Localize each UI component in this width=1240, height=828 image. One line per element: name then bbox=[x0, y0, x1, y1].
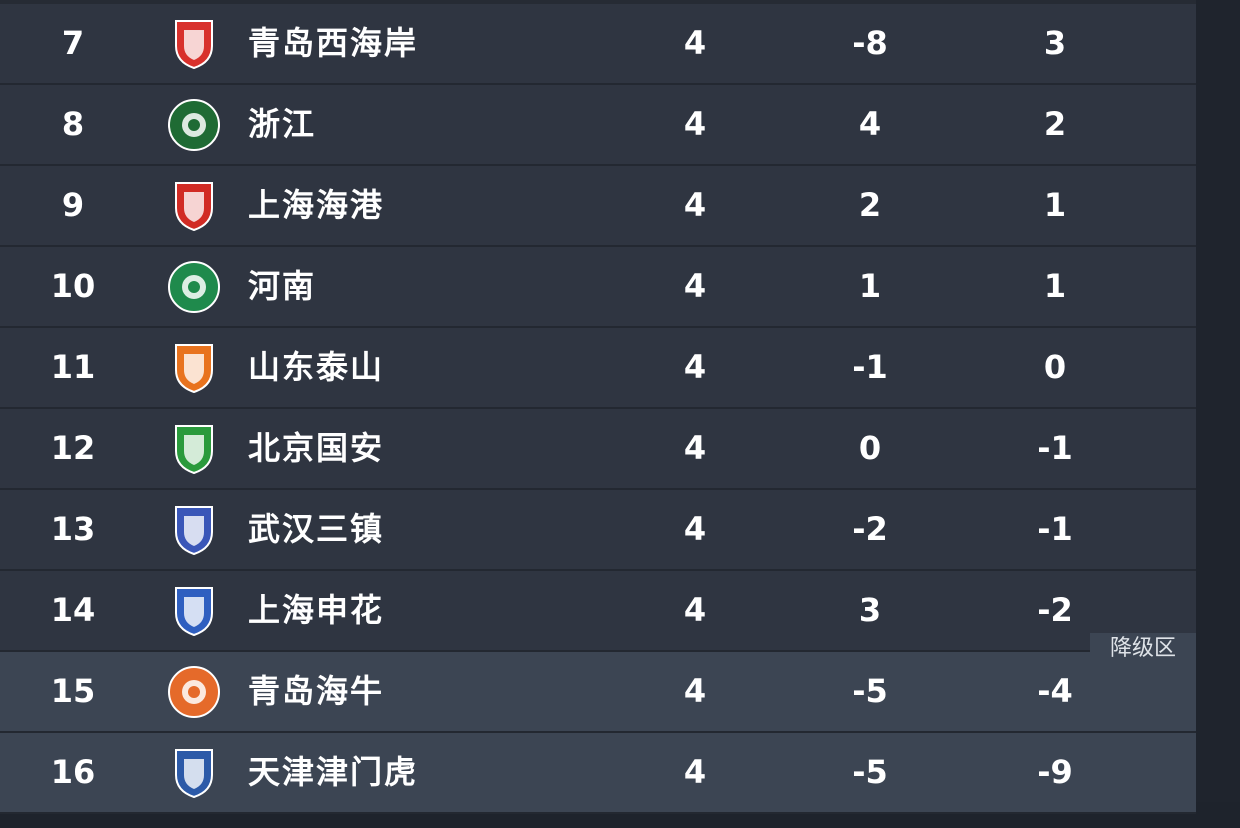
points: 3 bbox=[1043, 24, 1067, 62]
matches-played: 4 bbox=[683, 105, 707, 143]
matches-played: 4 bbox=[683, 672, 707, 710]
rank: 12 bbox=[50, 429, 96, 467]
rank: 15 bbox=[50, 672, 96, 710]
points: -1 bbox=[1037, 429, 1073, 467]
table-top-edge bbox=[0, 0, 1196, 4]
goal-difference: 2 bbox=[858, 186, 882, 224]
points: 1 bbox=[1043, 186, 1067, 224]
matches-played: 4 bbox=[683, 753, 707, 791]
team-name[interactable]: 青岛海牛 bbox=[248, 672, 385, 710]
matches-played: 4 bbox=[683, 24, 707, 62]
relegation-zone-label: 降级区 bbox=[1090, 633, 1196, 665]
rank: 14 bbox=[50, 591, 96, 629]
team-logo-icon bbox=[166, 747, 222, 799]
matches-played: 4 bbox=[683, 591, 707, 629]
team-logo-icon bbox=[166, 504, 222, 556]
goal-difference: -5 bbox=[852, 672, 888, 710]
matches-played: 4 bbox=[683, 186, 707, 224]
points: -1 bbox=[1037, 510, 1073, 548]
rank: 8 bbox=[61, 105, 85, 143]
points: 1 bbox=[1043, 267, 1067, 305]
points: -2 bbox=[1037, 591, 1073, 629]
goal-difference: 3 bbox=[858, 591, 882, 629]
team-logo-icon bbox=[166, 99, 222, 151]
points: -9 bbox=[1037, 753, 1073, 791]
table-row[interactable]: 14 上海申花 4 3 -2 bbox=[0, 571, 1196, 652]
standings-table: 7 青岛西海岸 4 -8 3 8 浙江 4 4 2 9 上海海港 4 2 1 1… bbox=[0, 4, 1196, 814]
team-name[interactable]: 上海海港 bbox=[248, 186, 385, 224]
rank: 7 bbox=[61, 24, 85, 62]
goal-difference: -8 bbox=[852, 24, 888, 62]
team-name[interactable]: 青岛西海岸 bbox=[248, 24, 419, 62]
goal-difference: 4 bbox=[858, 105, 882, 143]
points: -4 bbox=[1037, 672, 1073, 710]
goal-difference: -1 bbox=[852, 348, 888, 386]
table-row[interactable]: 15 青岛海牛 4 -5 -4 bbox=[0, 652, 1196, 733]
team-name[interactable]: 山东泰山 bbox=[248, 348, 385, 386]
team-logo-icon bbox=[166, 666, 222, 718]
rank: 9 bbox=[61, 186, 85, 224]
team-name[interactable]: 浙江 bbox=[248, 105, 317, 143]
matches-played: 4 bbox=[683, 348, 707, 386]
team-logo-icon bbox=[166, 585, 222, 637]
rank: 13 bbox=[50, 510, 96, 548]
team-logo-icon bbox=[166, 180, 222, 232]
rank: 16 bbox=[50, 753, 96, 791]
team-name[interactable]: 北京国安 bbox=[248, 429, 385, 467]
table-row[interactable]: 10 河南 4 1 1 bbox=[0, 247, 1196, 328]
team-name[interactable]: 上海申花 bbox=[248, 591, 385, 629]
team-name[interactable]: 天津津门虎 bbox=[248, 753, 419, 791]
team-logo-icon bbox=[166, 18, 222, 70]
table-row[interactable]: 13 武汉三镇 4 -2 -1 bbox=[0, 490, 1196, 571]
team-logo-icon bbox=[166, 423, 222, 475]
goal-difference: -5 bbox=[852, 753, 888, 791]
matches-played: 4 bbox=[683, 510, 707, 548]
team-name[interactable]: 河南 bbox=[248, 267, 317, 305]
table-row[interactable]: 16 天津津门虎 4 -5 -9 bbox=[0, 733, 1196, 814]
goal-difference: 0 bbox=[858, 429, 882, 467]
table-row[interactable]: 7 青岛西海岸 4 -8 3 bbox=[0, 4, 1196, 85]
rank: 11 bbox=[50, 348, 96, 386]
matches-played: 4 bbox=[683, 429, 707, 467]
team-logo-icon bbox=[166, 342, 222, 394]
goal-difference: -2 bbox=[852, 510, 888, 548]
points: 2 bbox=[1043, 105, 1067, 143]
table-row[interactable]: 8 浙江 4 4 2 bbox=[0, 85, 1196, 166]
scrollbar-track[interactable] bbox=[1196, 0, 1240, 802]
matches-played: 4 bbox=[683, 267, 707, 305]
points: 0 bbox=[1043, 348, 1067, 386]
goal-difference: 1 bbox=[858, 267, 882, 305]
rank: 10 bbox=[50, 267, 96, 305]
team-name[interactable]: 武汉三镇 bbox=[248, 510, 385, 548]
table-row[interactable]: 12 北京国安 4 0 -1 bbox=[0, 409, 1196, 490]
team-logo-icon bbox=[166, 261, 222, 313]
table-row[interactable]: 9 上海海港 4 2 1 bbox=[0, 166, 1196, 247]
table-row[interactable]: 11 山东泰山 4 -1 0 bbox=[0, 328, 1196, 409]
